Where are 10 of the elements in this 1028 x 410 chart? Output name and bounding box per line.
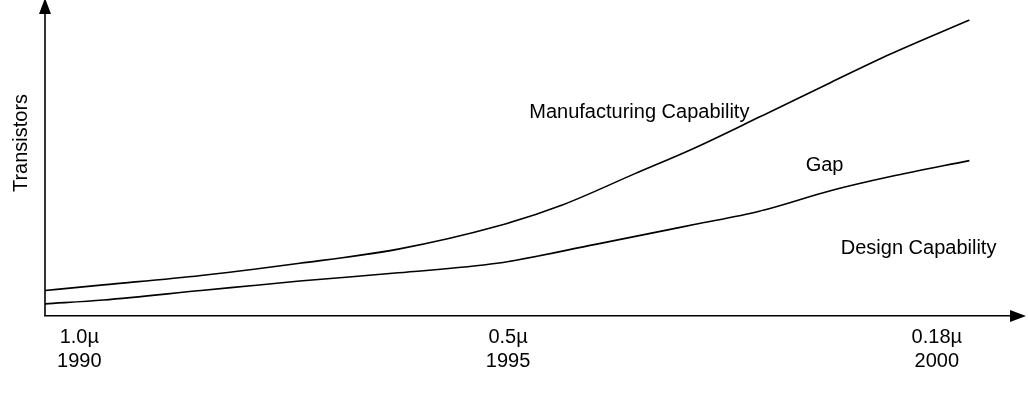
y-axis-title: Transistors <box>8 93 31 193</box>
x-tick-label: 1990 <box>57 348 102 371</box>
annotation: Gap <box>805 152 844 175</box>
series-label: Manufacturing Capability <box>529 99 750 122</box>
x-tick-label: 1995 <box>485 348 531 371</box>
text: 1.0µ <box>59 324 100 347</box>
x-tick-label: 2000 <box>914 348 960 371</box>
text: 0.18µ <box>911 324 963 347</box>
text: 0.5µ <box>488 324 529 347</box>
text: Design Capability <box>840 236 997 259</box>
